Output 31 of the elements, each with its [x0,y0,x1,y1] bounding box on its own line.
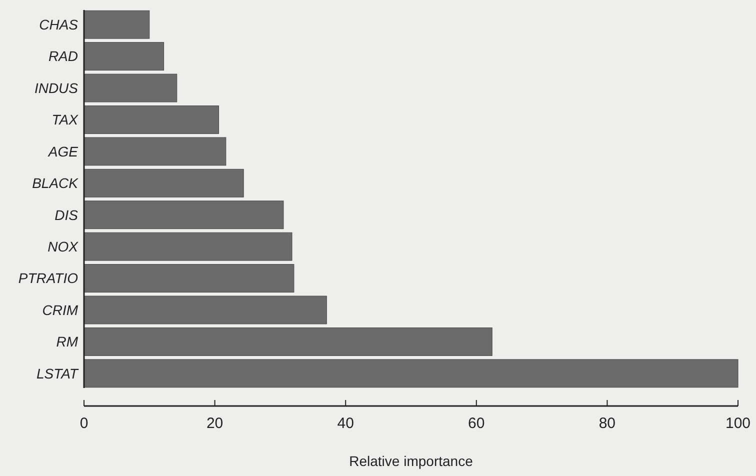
y-tick-label: RAD [48,48,78,64]
x-tick-label: 40 [337,415,354,432]
bar [84,10,150,39]
bar [84,42,164,70]
y-tick-label: PTRATIO [18,270,78,286]
bar [84,296,327,324]
y-tick-label: BLACK [32,175,79,192]
y-tick-label: CRIM [42,302,78,318]
y-tick-label: LSTAT [36,365,80,382]
y-tick-label: NOX [48,238,79,254]
y-tick-label: INDUS [34,80,79,96]
y-tick-label: AGE [47,143,79,160]
y-tick-label: CHAS [39,16,79,32]
x-axis-title: Relative importance [349,453,474,469]
bar [84,106,219,134]
bar [84,264,294,292]
bar [84,200,284,230]
x-tick-label: 80 [598,415,616,432]
x-tick-label: 60 [468,415,485,432]
bar [84,359,738,388]
bar [84,168,244,198]
bar [84,328,492,356]
x-tick-label: 20 [206,415,224,432]
bar [84,137,226,166]
y-tick-label: DIS [54,206,79,223]
y-tick-label: TAX [52,112,79,128]
bar [84,74,178,102]
y-tick-label: RM [56,334,78,350]
bar [84,232,292,261]
x-tick-label: 0 [80,415,88,432]
x-tick-label: 100 [725,415,751,432]
